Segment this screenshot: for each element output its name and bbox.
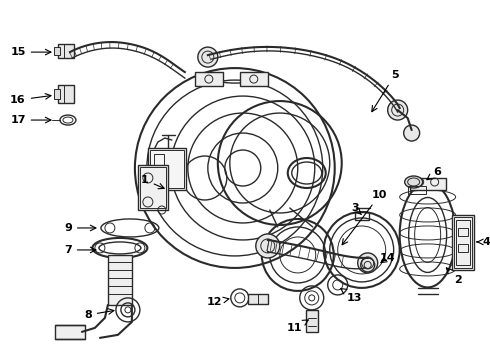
Bar [458, 244, 467, 252]
Text: 9: 9 [64, 223, 96, 233]
Text: 3: 3 [351, 203, 361, 215]
Bar [355, 212, 368, 220]
Bar [55, 325, 85, 339]
Bar [58, 44, 74, 58]
Bar [410, 178, 445, 190]
Text: 6: 6 [427, 167, 441, 180]
Text: 4: 4 [477, 237, 490, 247]
Circle shape [404, 125, 419, 141]
Circle shape [198, 47, 218, 67]
Bar [248, 294, 268, 304]
Bar [140, 167, 166, 208]
Bar [54, 89, 60, 99]
Bar [306, 310, 318, 332]
Bar [195, 72, 223, 86]
Bar [154, 154, 164, 166]
Bar [58, 85, 74, 103]
Bar [54, 47, 60, 55]
Bar [452, 215, 474, 270]
Circle shape [256, 234, 280, 258]
Bar [148, 148, 186, 190]
Text: 5: 5 [372, 70, 398, 112]
Text: 1: 1 [141, 175, 164, 189]
Bar [138, 165, 168, 210]
Text: 12: 12 [207, 297, 229, 307]
Ellipse shape [405, 176, 423, 188]
Text: 2: 2 [446, 268, 462, 285]
Text: 13: 13 [341, 289, 363, 303]
Circle shape [358, 253, 378, 273]
Text: 7: 7 [64, 245, 96, 255]
Text: 15: 15 [10, 47, 51, 57]
Bar [108, 255, 132, 305]
Text: 17: 17 [10, 115, 51, 125]
Text: 16: 16 [10, 94, 51, 105]
Text: 11: 11 [287, 320, 308, 333]
Text: 14: 14 [380, 253, 395, 263]
Text: 10: 10 [342, 190, 388, 245]
Bar [240, 72, 268, 86]
Bar [454, 217, 471, 268]
Bar [458, 228, 467, 236]
Circle shape [388, 100, 408, 120]
Text: 8: 8 [84, 309, 114, 320]
Bar [408, 186, 426, 194]
Bar [456, 220, 469, 265]
Bar [150, 150, 184, 188]
